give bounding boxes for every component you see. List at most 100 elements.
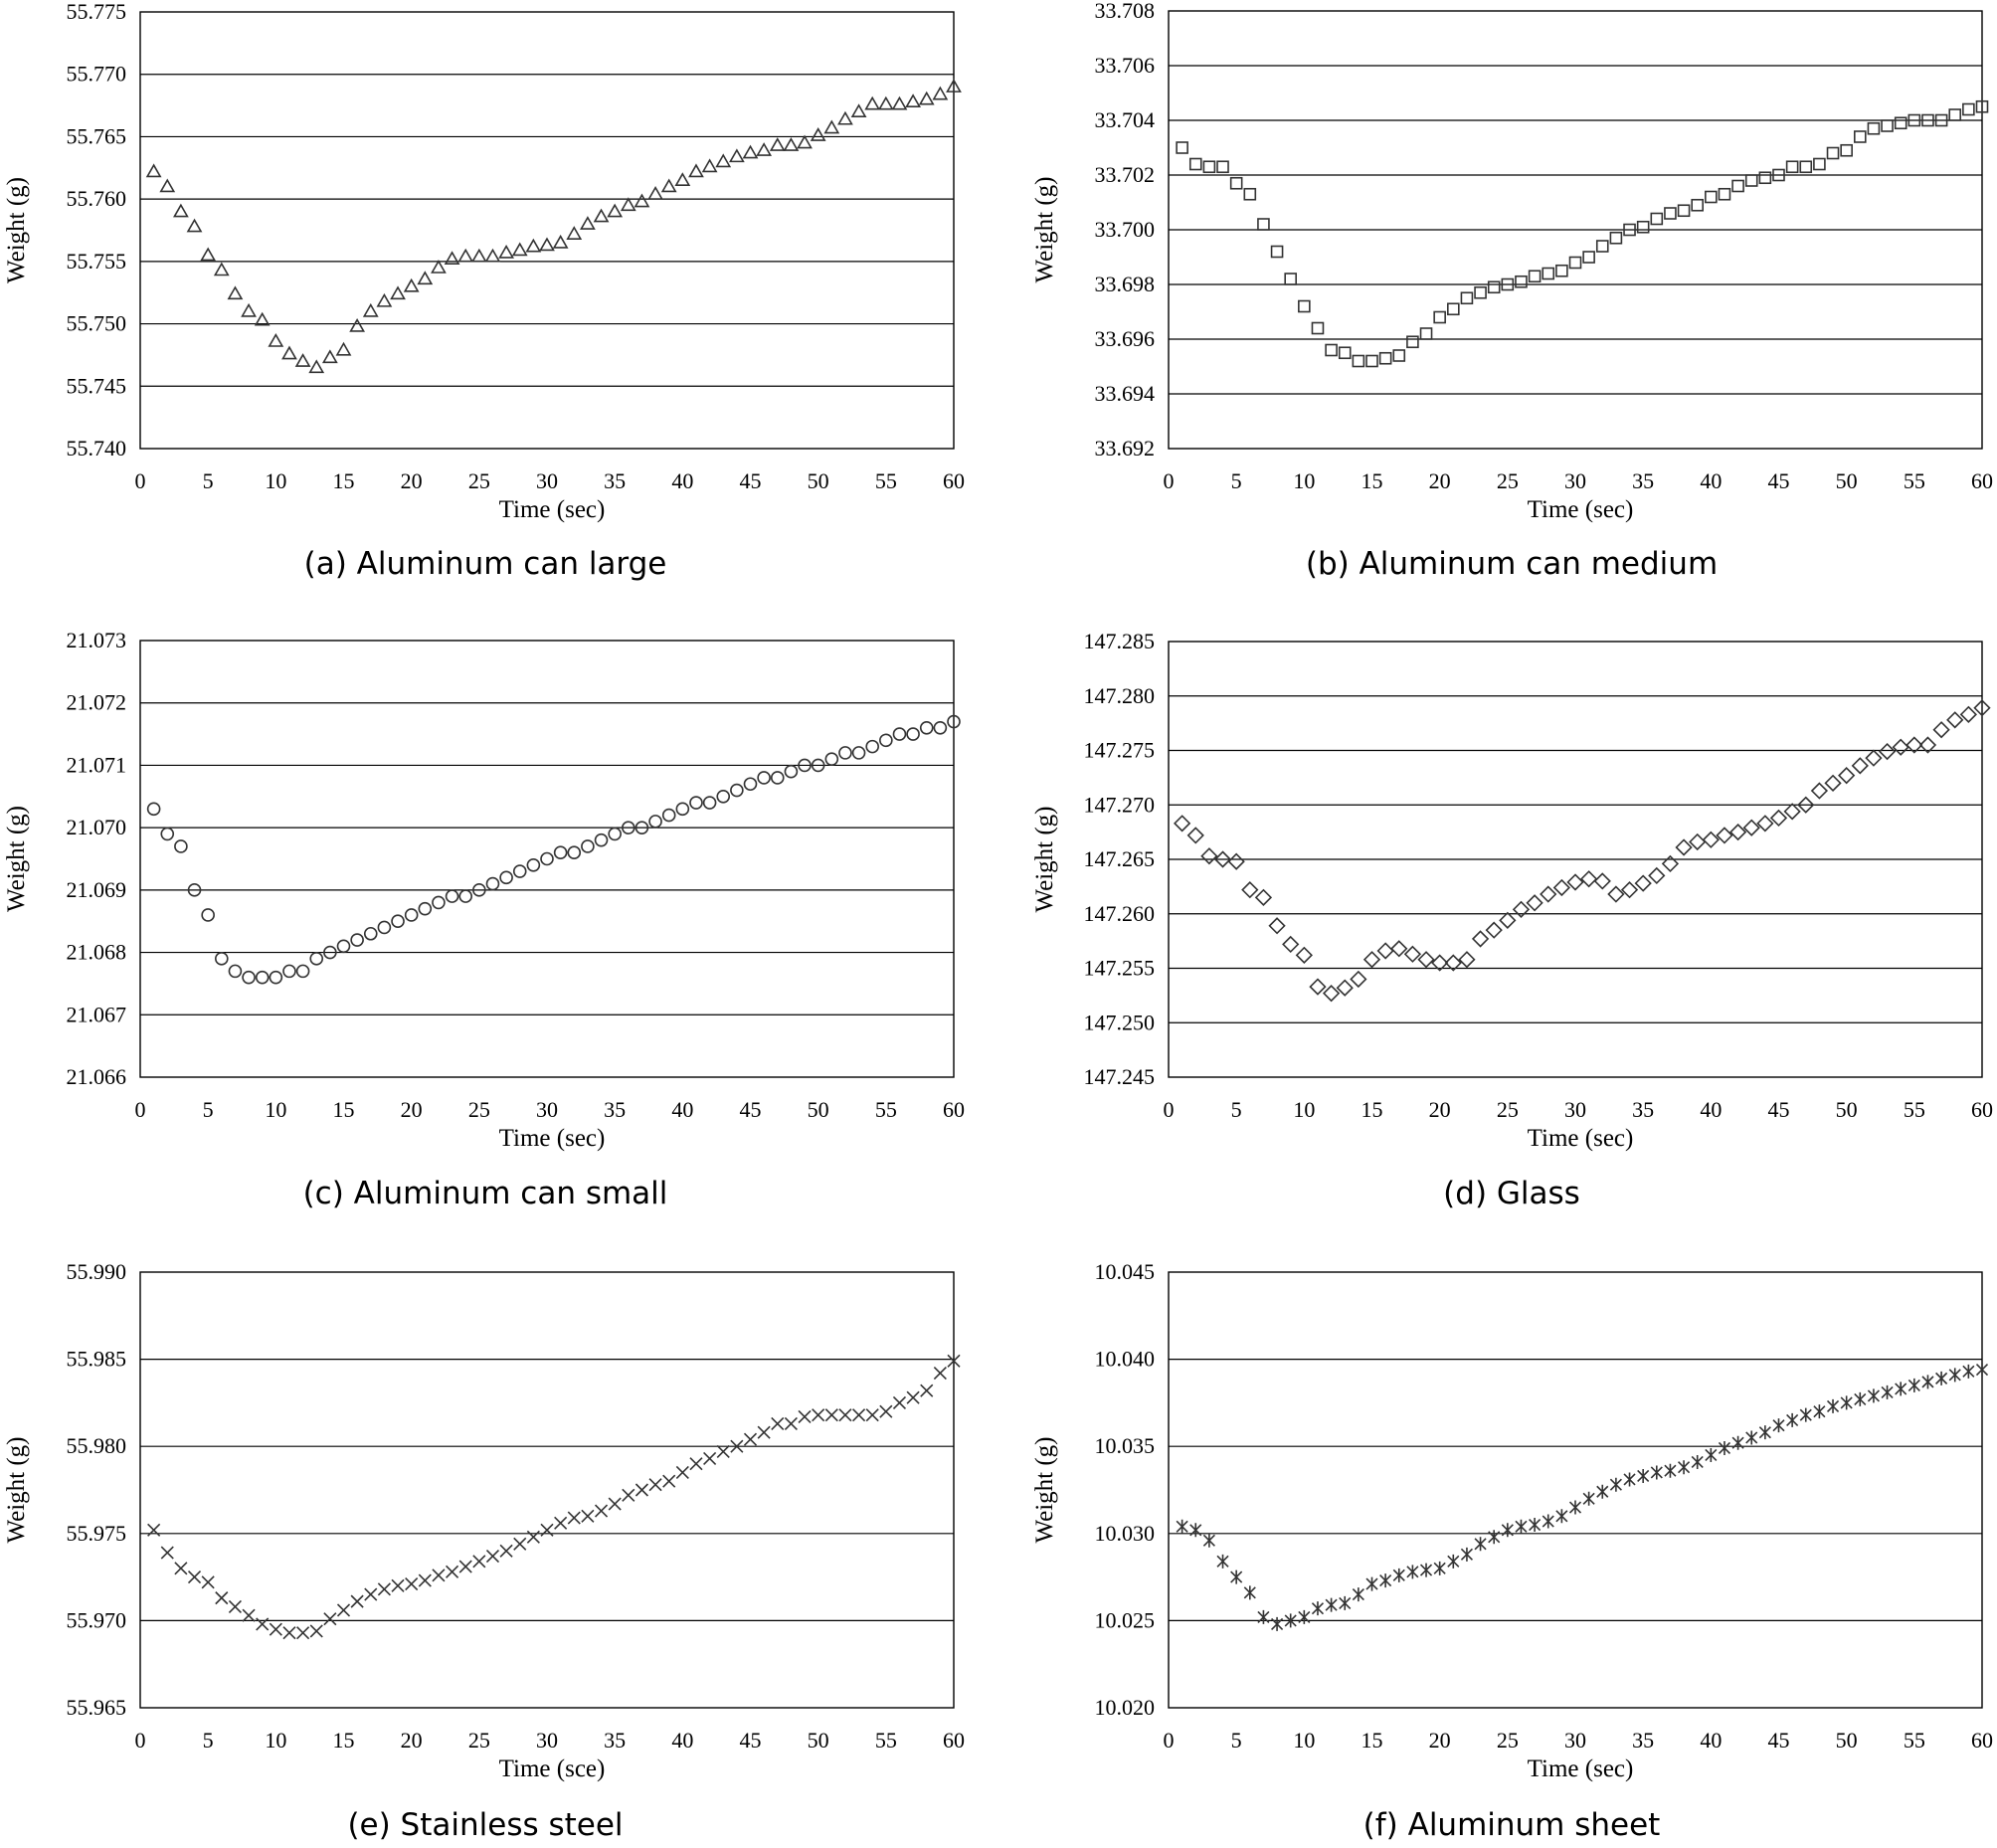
data-point bbox=[147, 1523, 161, 1537]
data-point bbox=[1851, 757, 1869, 775]
data-point bbox=[404, 908, 419, 922]
x-tick-label: 0 bbox=[135, 1097, 146, 1122]
data-point bbox=[1202, 1533, 1215, 1548]
x-tick-label: 30 bbox=[536, 1728, 558, 1753]
data-point bbox=[1838, 767, 1856, 785]
data-point bbox=[1336, 979, 1354, 997]
y-tick-label: 55.965 bbox=[67, 1695, 127, 1720]
data-point bbox=[1648, 866, 1666, 885]
data-point bbox=[1403, 945, 1422, 963]
data-point bbox=[200, 247, 217, 262]
data-point bbox=[1921, 113, 1934, 127]
x-tick-label: 5 bbox=[203, 468, 214, 493]
data-point bbox=[1716, 827, 1733, 844]
data-point bbox=[1474, 285, 1487, 299]
data-point bbox=[376, 292, 393, 307]
data-point bbox=[1528, 270, 1542, 283]
data-point bbox=[309, 952, 324, 966]
data-point bbox=[1431, 954, 1449, 972]
y-axis-title: Weight (g) bbox=[1031, 177, 1058, 283]
data-point bbox=[1742, 819, 1760, 836]
data-point bbox=[1786, 1412, 1799, 1427]
x-axis-title: Time (sce) bbox=[499, 1756, 606, 1782]
y-tick-label: 33.704 bbox=[1095, 107, 1156, 132]
y-tick-label: 55.755 bbox=[67, 249, 127, 274]
x-tick-label: 35 bbox=[604, 1728, 626, 1753]
data-point bbox=[1229, 176, 1243, 190]
data-point bbox=[470, 248, 487, 263]
data-point bbox=[730, 783, 744, 798]
data-point bbox=[594, 1504, 609, 1518]
data-point bbox=[1542, 267, 1555, 280]
data-point bbox=[1555, 1509, 1568, 1524]
x-tick-label: 40 bbox=[1700, 1728, 1722, 1753]
data-point bbox=[160, 827, 175, 841]
data-point bbox=[947, 1354, 961, 1368]
data-point bbox=[783, 137, 800, 151]
data-point bbox=[1728, 823, 1747, 841]
data-point bbox=[446, 1565, 459, 1578]
x-tick-label: 20 bbox=[1429, 468, 1451, 493]
y-tick-label: 33.706 bbox=[1095, 53, 1156, 78]
data-point bbox=[432, 895, 446, 910]
data-point bbox=[1202, 160, 1216, 174]
data-point bbox=[1568, 1500, 1582, 1515]
data-point bbox=[1350, 970, 1367, 989]
data-point bbox=[1650, 212, 1664, 226]
data-point bbox=[1362, 951, 1381, 969]
data-point bbox=[1878, 742, 1897, 761]
x-tick-label: 25 bbox=[1497, 1728, 1519, 1753]
data-point bbox=[647, 186, 663, 200]
x-tick-label: 60 bbox=[1971, 468, 1993, 493]
x-tick-label: 20 bbox=[401, 1097, 423, 1122]
y-tick-label: 55.770 bbox=[67, 62, 127, 87]
y-tick-label: 10.045 bbox=[1095, 1259, 1156, 1284]
data-point bbox=[1298, 299, 1311, 313]
x-tick-label: 45 bbox=[1768, 1097, 1790, 1122]
data-point bbox=[1379, 1573, 1392, 1588]
data-point bbox=[1189, 1523, 1202, 1538]
data-point bbox=[1433, 1561, 1446, 1575]
data-point bbox=[228, 964, 243, 979]
data-point bbox=[823, 119, 840, 134]
data-point bbox=[635, 821, 649, 834]
data-point bbox=[743, 777, 758, 792]
data-point bbox=[552, 234, 569, 249]
chart-caption: (e) Stainless steel bbox=[347, 1807, 623, 1843]
data-point bbox=[1702, 831, 1720, 848]
x-tick-label: 45 bbox=[740, 1728, 762, 1753]
x-tick-label: 15 bbox=[1362, 1097, 1383, 1122]
y-tick-label: 21.067 bbox=[67, 1002, 127, 1026]
data-point bbox=[675, 802, 690, 817]
data-point bbox=[457, 248, 474, 263]
data-point bbox=[540, 1523, 554, 1537]
x-tick-label: 15 bbox=[333, 468, 355, 493]
data-point bbox=[1243, 187, 1257, 201]
data-point bbox=[1378, 351, 1392, 365]
data-point bbox=[242, 1608, 256, 1622]
chart-panel: 21.066 21.067 21.068 21.069 21.070 21.071 21.0… bbox=[3, 628, 965, 1211]
data-series bbox=[1174, 699, 1991, 1003]
data-point bbox=[1623, 1472, 1636, 1487]
data-point bbox=[1772, 1418, 1785, 1433]
data-point bbox=[1540, 885, 1557, 903]
data-point bbox=[1419, 1563, 1433, 1577]
data-point bbox=[1458, 951, 1476, 969]
data-point bbox=[1216, 1554, 1229, 1569]
data-point bbox=[648, 1478, 662, 1492]
x-tick-label: 55 bbox=[875, 468, 897, 493]
data-point bbox=[1213, 850, 1232, 868]
y-tick-label: 55.975 bbox=[67, 1521, 127, 1546]
data-point bbox=[145, 163, 162, 178]
y-tick-label: 10.020 bbox=[1095, 1695, 1156, 1720]
x-tick-label: 55 bbox=[875, 1728, 897, 1753]
x-tick-label: 60 bbox=[943, 1728, 965, 1753]
data-point bbox=[174, 839, 188, 853]
data-point bbox=[405, 1577, 419, 1591]
x-tick-label: 30 bbox=[1564, 1097, 1586, 1122]
data-point bbox=[891, 95, 908, 110]
data-point bbox=[499, 1544, 513, 1558]
x-tick-label: 0 bbox=[135, 468, 146, 493]
data-point bbox=[1392, 349, 1406, 362]
x-tick-label: 15 bbox=[1362, 1728, 1383, 1753]
